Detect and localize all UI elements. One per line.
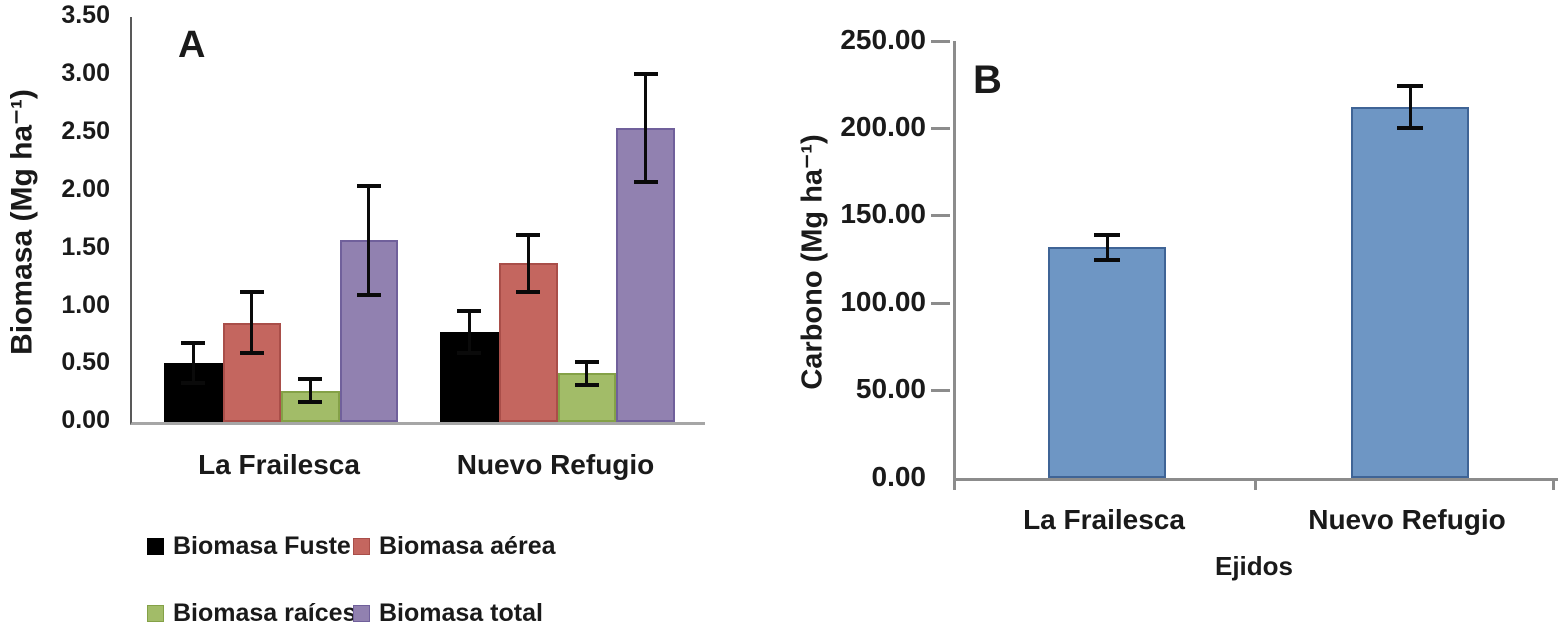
y-tick-label-a-2-00: 2.00 [61, 174, 110, 203]
y-tick-label-a-2-50: 2.50 [61, 116, 110, 145]
error-bar-carbono-nuevo-refugio [1408, 86, 1412, 129]
category-label-la-frailesca: La Frailesca [1023, 504, 1185, 535]
y-axis-title-panel-b: Carbono (Mg ha⁻¹) [796, 134, 829, 390]
legend-label-biomasa-total: Biomasa total [379, 599, 543, 627]
legend-label-biomasa-aerea: Biomasa aérea [379, 532, 556, 560]
category-label-nuevo-refugio: Nuevo Refugio [1308, 504, 1506, 535]
y-tick-mark [931, 301, 950, 305]
error-bar-biomasa-raices-nuevo-refugio-top-cap [574, 359, 599, 364]
error-bar-biomasa-aerea-la-frailesca-bottom-cap [239, 350, 264, 355]
y-tick-label-b-50-00: 50.00 [855, 373, 926, 405]
error-bar-biomasa-fuste-la-frailesca-bottom-cap [181, 380, 206, 385]
error-bar-carbono-nuevo-refugio-bottom-cap [1397, 126, 1423, 131]
error-bar-biomasa-fuste-nuevo-refugio-bottom-cap [457, 350, 482, 355]
error-bar-biomasa-total-la-frailesca-bottom-cap [356, 292, 381, 297]
error-bar-biomasa-aerea-nuevo-refugio-top-cap [516, 232, 541, 237]
y-tick-label-b-200-00: 200.00 [840, 111, 926, 142]
error-bar-biomasa-aerea-la-frailesca [250, 292, 254, 353]
legend-swatch-biomasa-raices [147, 605, 164, 622]
legend-item-biomasa-fuste: Biomasa Fuste [147, 532, 351, 561]
error-bar-biomasa-aerea-nuevo-refugio-bottom-cap [516, 290, 541, 295]
x-tick-mark [1254, 481, 1257, 490]
legend-label-biomasa-fuste: Biomasa Fuste [173, 532, 351, 560]
error-bar-carbono-la-frailesca [1105, 235, 1109, 260]
legend-item-biomasa-aerea: Biomasa aérea [353, 532, 556, 561]
panel-label-a: A [178, 24, 206, 66]
error-bar-biomasa-total-nuevo-refugio [644, 73, 648, 183]
legend-item-biomasa-total: Biomasa total [353, 599, 543, 627]
legend-label-biomasa-raices: Biomasa raíces [173, 599, 357, 627]
error-bar-carbono-la-frailesca-top-cap [1094, 233, 1120, 238]
error-bar-biomasa-fuste-nuevo-refugio-top-cap [457, 308, 482, 313]
legend-panel-a: Biomasa Fuste Biomasa aérea Biomasa raíces… [147, 532, 667, 627]
error-bar-biomasa-raices-la-frailesca [308, 379, 312, 403]
error-bar-biomasa-aerea-nuevo-refugio [526, 234, 530, 293]
y-tick-label-a-1-50: 1.50 [61, 232, 110, 261]
error-bar-biomasa-raices-la-frailesca-top-cap [298, 377, 323, 382]
y-tick-mark [931, 39, 950, 43]
legend-item-biomasa-raices: Biomasa raíces [147, 599, 356, 627]
legend-swatch-biomasa-total [353, 605, 370, 622]
y-tick-label-b-250-00: 250.00 [840, 23, 926, 55]
category-label-nuevo-refugio: Nuevo Refugio [456, 449, 655, 480]
y-tick-label-b-150-00: 150.00 [840, 198, 926, 230]
legend-swatch-biomasa-aerea [353, 538, 370, 555]
bar-biomasa-total-nuevo-refugio [616, 128, 675, 422]
error-bar-carbono-nuevo-refugio-top-cap [1397, 84, 1423, 89]
error-bar-biomasa-total-nuevo-refugio-bottom-cap [633, 180, 658, 185]
y-tick-mark [931, 389, 950, 393]
y-tick-label-a-1-00: 1.00 [61, 290, 110, 319]
bar-carbono-nuevo-refugio [1351, 107, 1469, 478]
error-bar-biomasa-aerea-la-frailesca-top-cap [239, 290, 264, 295]
error-bar-biomasa-total-la-frailesca [367, 185, 371, 295]
plot-area-panel-b [953, 41, 1558, 481]
error-bar-biomasa-raices-nuevo-refugio-bottom-cap [574, 382, 599, 387]
y-tick-label-a-0-00: 0.00 [61, 406, 110, 435]
legend-swatch-biomasa-fuste [147, 538, 164, 555]
x-tick-mark [953, 481, 956, 490]
error-bar-biomasa-raices-la-frailesca-bottom-cap [298, 400, 323, 405]
panel-label-b: B [973, 58, 1002, 102]
category-label-la-frailesca: La Frailesca [198, 449, 360, 480]
y-tick-label-a-0-50: 0.50 [61, 348, 110, 377]
plot-area-panel-a [130, 17, 705, 425]
bar-carbono-la-frailesca [1048, 247, 1166, 478]
y-tick-label-a-3-50: 3.50 [61, 1, 110, 30]
error-bar-biomasa-total-nuevo-refugio-top-cap [633, 71, 658, 76]
y-tick-label-b-100-00: 100.00 [840, 285, 926, 317]
error-bar-biomasa-fuste-la-frailesca [191, 343, 195, 383]
error-bar-biomasa-fuste-nuevo-refugio [467, 310, 471, 353]
y-tick-mark [931, 126, 950, 130]
y-tick-mark [931, 214, 950, 218]
y-tick-label-a-3-00: 3.00 [61, 59, 110, 88]
y-tick-label-b-0-00: 0.00 [871, 460, 927, 492]
error-bar-biomasa-total-la-frailesca-top-cap [356, 183, 381, 188]
x-tick-mark [1552, 481, 1555, 490]
error-bar-carbono-la-frailesca-bottom-cap [1094, 257, 1120, 262]
error-bar-biomasa-fuste-la-frailesca-top-cap [181, 341, 206, 346]
error-bar-biomasa-raices-nuevo-refugio [585, 361, 589, 385]
x-axis-title-panel-b: Ejidos [1214, 551, 1293, 581]
